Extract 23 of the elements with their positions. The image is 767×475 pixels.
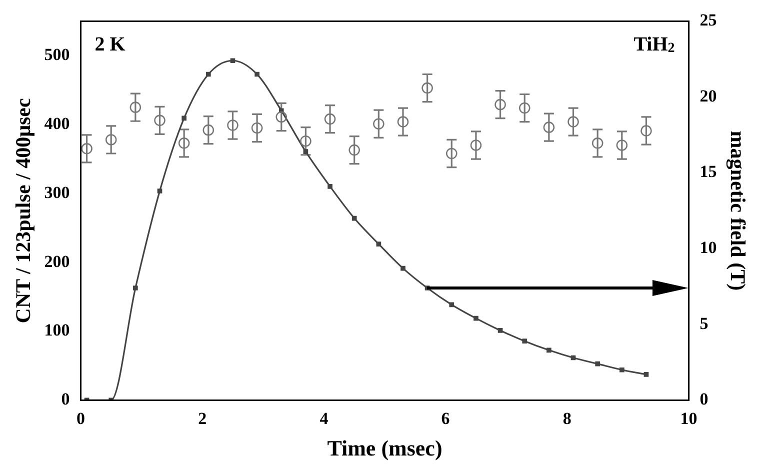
x-tick-label: 2 [198, 408, 207, 428]
annotation: 2 K [94, 33, 126, 56]
y2-axis-title: magnetic field (T) [726, 130, 750, 291]
y-tick-label: 400 [44, 114, 70, 133]
y2-tick-label: 5 [700, 314, 708, 333]
x-axis-title: Time (msec) [327, 435, 442, 460]
x-tick-label: 8 [562, 408, 572, 428]
x-tick-label: 10 [680, 408, 698, 428]
y2-tick-label: 10 [700, 238, 717, 257]
y2-tick-label: 0 [700, 390, 708, 409]
y-tick-label: 500 [44, 45, 70, 64]
x-tick-label: 0 [76, 408, 85, 428]
y2-tick-label: 25 [700, 10, 717, 30]
y-tick-label: 200 [44, 252, 70, 271]
annotation: TiH2 [634, 33, 675, 56]
y-axis-title: CNT / 123pulse / 400μsec [11, 98, 36, 324]
y-tick-label: 0 [61, 390, 70, 409]
x-tick-label: 4 [320, 408, 329, 428]
x-tick-label: 6 [441, 408, 450, 428]
y2-tick-label: 15 [700, 162, 717, 182]
y2-tick-label: 20 [700, 86, 717, 106]
y-tick-label: 100 [44, 320, 70, 340]
y-tick-label: 300 [44, 182, 70, 202]
